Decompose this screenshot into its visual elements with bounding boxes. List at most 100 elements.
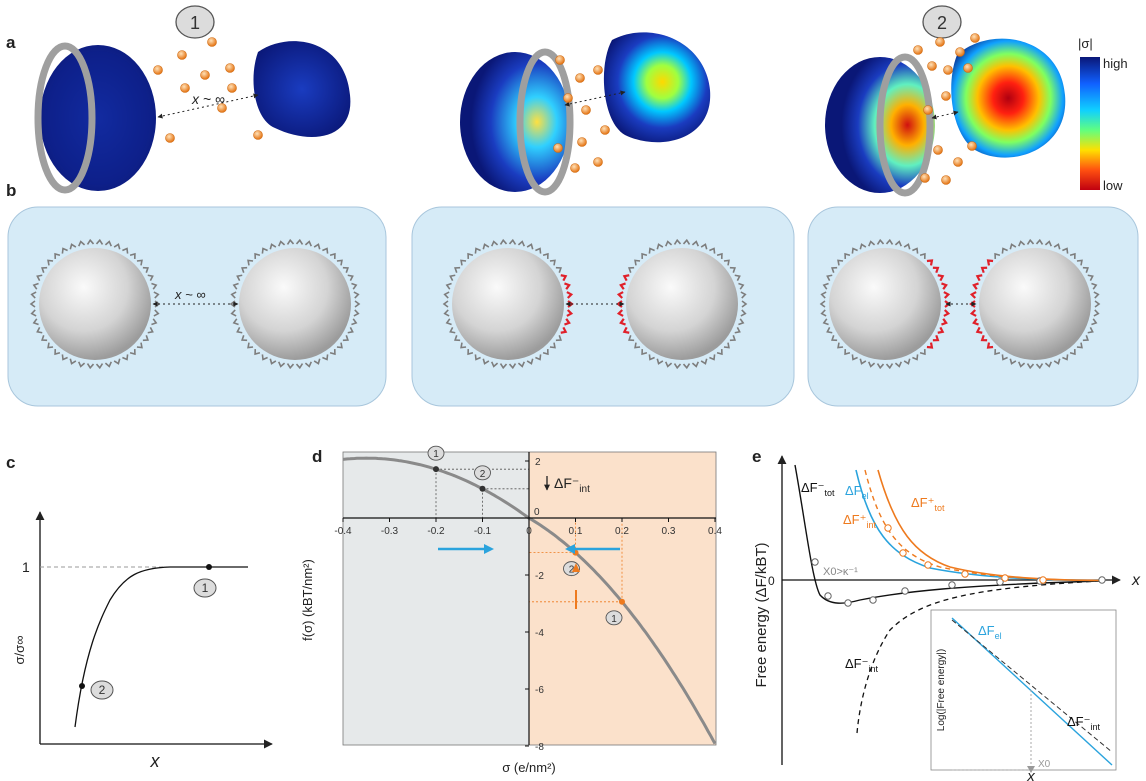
ion [217, 103, 227, 113]
panel-e-plot: 0 x Free energy (ΔF/kBT) ΔF⁻tot ΔFel ΔF⁺… [753, 455, 1141, 781]
d-y-tick: -6 [535, 685, 544, 696]
tot-minus-point [996, 578, 1004, 586]
ion [180, 83, 190, 93]
ion [553, 143, 563, 153]
d-ylabel: f(σ) (kBT/nm²) [300, 559, 315, 641]
ion [593, 157, 603, 167]
ion [577, 137, 587, 147]
tot-plus-point [884, 524, 892, 532]
d-x-tick: -0.3 [381, 526, 399, 537]
d-y-tick: -8 [535, 742, 544, 753]
svg-text:1: 1 [190, 13, 200, 33]
svg-text:1: 1 [433, 449, 439, 460]
tot-minus-point [948, 581, 956, 589]
ion [970, 33, 980, 43]
ion [563, 93, 573, 103]
ion [935, 37, 945, 47]
panel-label-e: e [752, 447, 761, 466]
particle [819, 238, 951, 370]
ion [207, 37, 217, 47]
svg-text:2: 2 [937, 13, 947, 33]
ion [927, 61, 937, 71]
label-dF-int-minus: ΔF⁻int [845, 656, 879, 674]
c-y-tick-1: 1 [22, 559, 30, 575]
svg-text:1: 1 [202, 581, 209, 595]
c-ylabel: σ/σ∞ [12, 636, 27, 665]
inset-label-dF-el: ΔFel [978, 623, 1002, 641]
d-y-tick: -2 [535, 571, 544, 582]
panel-label-b: b [6, 181, 16, 200]
c-point-1-marker: 1 [193, 578, 217, 598]
d-point [619, 598, 625, 605]
particles [29, 238, 1101, 370]
tot-plus-point [924, 561, 932, 569]
ion [933, 145, 943, 155]
tot-plus-point [1001, 574, 1009, 582]
ion [955, 47, 965, 57]
particle [442, 238, 574, 370]
d-y-tick: 2 [535, 457, 541, 468]
tot-minus-point [811, 558, 819, 566]
ion [963, 63, 973, 73]
ion [227, 83, 237, 93]
curve-dF-tot-minus [794, 464, 1101, 604]
ion [943, 65, 953, 75]
ion [225, 63, 235, 73]
ion [200, 70, 210, 80]
svg-text:2: 2 [99, 683, 106, 697]
panel-label-c: c [6, 453, 15, 472]
ion [575, 73, 585, 83]
curve-dF-int-minus [856, 580, 1101, 734]
d-y-tick: -4 [535, 628, 544, 639]
d-shade-positive [529, 452, 716, 745]
label-dF-tot-minus: ΔF⁻tot [801, 480, 835, 498]
colorbar-low-label: low [1103, 178, 1123, 193]
ion [941, 91, 951, 101]
distance-label: x ~ ∞ [191, 91, 225, 107]
ion [923, 105, 933, 115]
c-point-2-marker: 2 [90, 680, 114, 700]
ion [600, 125, 610, 135]
curve-dF-el [855, 469, 1101, 582]
d-annotation: ΔF⁻int [554, 475, 590, 495]
c-xlabel: x [150, 751, 161, 771]
tot-minus-point [1098, 576, 1106, 584]
svg-text:2: 2 [569, 565, 575, 576]
label-dF-int-plus: ΔF⁺int [843, 512, 877, 530]
ion [570, 163, 580, 173]
d-shade-negative [343, 452, 529, 745]
d-x-tick: 0.3 [662, 526, 676, 537]
label-x0-note: X0>κ⁻¹ [823, 566, 858, 578]
tot-plus-point [961, 570, 969, 578]
d-x-tick: 0.2 [615, 526, 629, 537]
d-point-marker: 2 [474, 465, 491, 481]
ion [920, 173, 930, 183]
sphere-pair-state-2 [825, 38, 1066, 197]
panel-label-d: d [312, 447, 322, 466]
d-x-tick: -0.2 [427, 526, 445, 537]
d-point-marker: 1 [427, 445, 445, 461]
distance-arrow [564, 90, 626, 107]
colorbar-high-label: high [1103, 56, 1128, 71]
particle [969, 238, 1101, 370]
ion [153, 65, 163, 75]
inset-x0-label: X0 [1038, 759, 1051, 770]
inset-label-dF-int-minus: ΔF⁻int [1067, 714, 1101, 732]
ion [581, 105, 591, 115]
tot-minus-point [901, 587, 909, 595]
ion [593, 65, 603, 75]
svg-text:1: 1 [611, 614, 617, 625]
state-marker-1: 1 [175, 5, 215, 39]
panel-label-a: a [6, 33, 16, 52]
d-point-marker: 1 [605, 610, 623, 626]
d-x-tick: 0 [526, 526, 532, 537]
distance-arrow [157, 93, 259, 119]
colorbar-title: |σ| [1078, 36, 1093, 51]
counterions [153, 33, 980, 185]
particle [29, 238, 161, 370]
d-x-tick: 0.4 [708, 526, 722, 537]
inset-plot: Log(|Free energy|) x X0 ΔFel ΔF⁻int [930, 609, 1117, 781]
ion [953, 157, 963, 167]
colorbar: |σ| high low [1078, 36, 1128, 193]
